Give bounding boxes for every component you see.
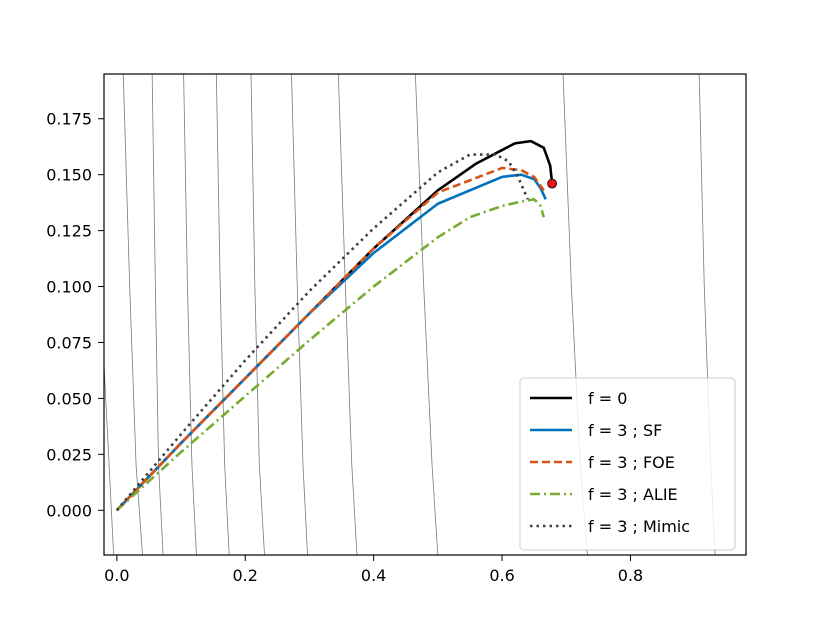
y-tick-label: 0.000 xyxy=(46,501,92,520)
end-point-marker xyxy=(547,178,558,189)
y-tick-label: 0.025 xyxy=(46,445,92,464)
series-line-5 xyxy=(115,153,529,512)
contour-line xyxy=(151,74,164,555)
x-tick-label: 0.8 xyxy=(618,566,643,585)
contour-line xyxy=(337,74,358,555)
contour-line xyxy=(122,74,143,555)
y-axis: 0.000 0.025 0.050 0.075 0.100 0.125 0.150 0.175 xyxy=(46,110,104,520)
y-tick-label: 0.050 xyxy=(46,389,92,408)
contour-line xyxy=(414,74,439,555)
y-tick-label: 0.150 xyxy=(46,166,92,185)
contour-line xyxy=(215,74,230,555)
series-line-2 xyxy=(115,173,547,512)
y-tick-label: 0.075 xyxy=(46,333,92,352)
series-line-3 xyxy=(115,166,545,512)
end-marker xyxy=(547,178,558,189)
legend-label: f = 3 ; FOE xyxy=(588,453,675,472)
x-tick-label: 0.0 xyxy=(104,566,129,585)
legend: f = 0 f = 3 ; SF f = 3 ; FOE f = 3 ; ALIE f … xyxy=(519,377,736,551)
legend-label: f = 3 ; Mimic xyxy=(588,517,690,536)
legend-label: f = 0 xyxy=(588,389,627,408)
contour-line xyxy=(183,74,197,555)
y-tick-label: 0.125 xyxy=(46,222,92,241)
y-tick-label: 0.100 xyxy=(46,278,92,297)
series-line-4 xyxy=(115,197,546,512)
x-tick-label: 0.4 xyxy=(361,566,386,585)
series-lines xyxy=(115,139,554,512)
plot-frame xyxy=(103,73,747,556)
contour-line xyxy=(291,74,308,555)
x-axis: 0.0 0.2 0.4 0.6 0.8 xyxy=(104,555,643,585)
contour-line xyxy=(104,364,115,555)
contour-line xyxy=(250,74,265,555)
x-tick-label: 0.2 xyxy=(233,566,258,585)
legend-box xyxy=(519,377,736,551)
legend-label: f = 3 ; SF xyxy=(588,421,662,440)
legend-label: f = 3 ; ALIE xyxy=(588,485,678,504)
y-tick-label: 0.175 xyxy=(46,110,92,129)
x-tick-label: 0.6 xyxy=(489,566,514,585)
